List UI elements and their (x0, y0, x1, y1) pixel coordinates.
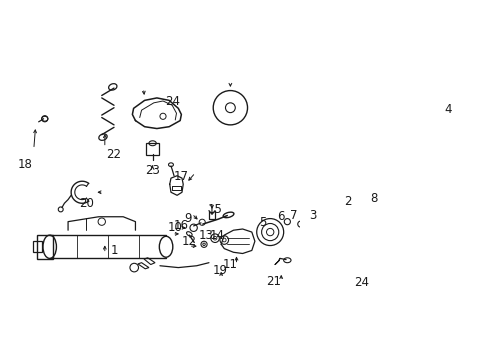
Text: 22: 22 (106, 148, 121, 161)
Text: 9: 9 (183, 212, 191, 225)
Text: 23: 23 (145, 164, 160, 177)
Text: 2: 2 (344, 195, 351, 208)
Text: 15: 15 (207, 203, 222, 216)
Text: 3: 3 (309, 209, 316, 222)
Text: 7: 7 (289, 209, 297, 222)
Text: 6: 6 (277, 210, 285, 223)
Text: 24: 24 (164, 95, 179, 108)
Text: 20: 20 (79, 197, 94, 210)
Text: 10: 10 (167, 221, 183, 234)
Text: 21: 21 (265, 275, 280, 288)
Text: 24: 24 (354, 276, 369, 289)
Text: 11: 11 (223, 258, 237, 271)
Text: 14: 14 (209, 229, 224, 242)
Text: 1: 1 (110, 244, 118, 257)
Text: 13: 13 (198, 229, 213, 242)
Text: 5: 5 (259, 216, 266, 229)
Text: 17: 17 (174, 170, 188, 184)
Text: 4: 4 (443, 103, 450, 116)
Text: 8: 8 (370, 192, 377, 205)
Text: 19: 19 (212, 264, 227, 277)
Text: 16: 16 (174, 220, 188, 233)
Text: 18: 18 (18, 158, 33, 171)
Text: 12: 12 (182, 235, 197, 248)
